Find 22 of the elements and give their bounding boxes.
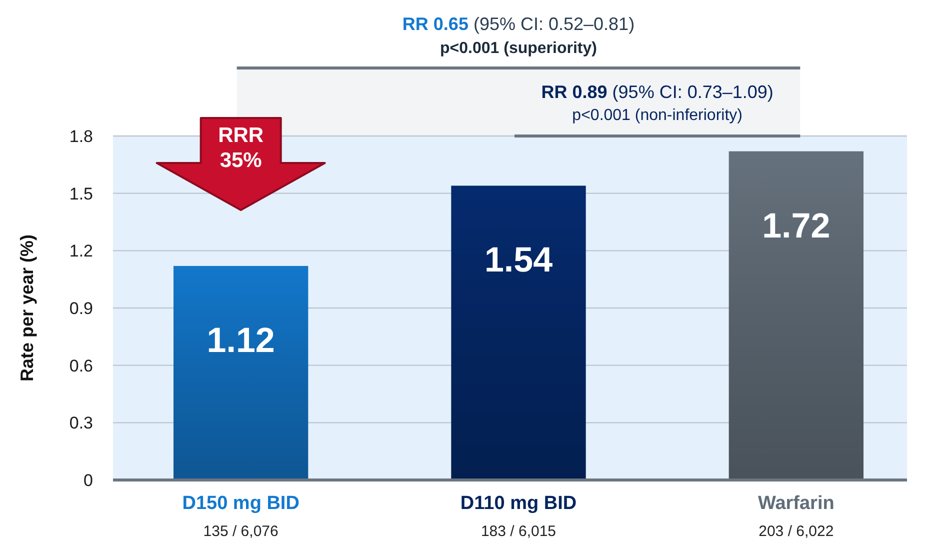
x-tick-label: D150 mg BID 135 / 6,076 [182,493,300,540]
y-tick-label: 0.9 [69,298,93,318]
text: p<0.001 (superiority) [440,40,597,57]
y-tick-label: 0.6 [69,356,93,376]
y-tick-label: 1.5 [69,184,93,204]
y-tick-label: 1.2 [69,242,93,261]
y-tick-label: 0 [84,470,93,490]
x-tick-label: Warfarin 203 / 6,022 [758,493,834,540]
text: RR 0.65 (95% CI: 0.52–0.81) [402,14,635,34]
bar [728,151,864,480]
y-axis-title: Rate per year (%) [17,234,37,382]
y-tick-label: 1.8 [69,126,93,146]
annotation: RRR 35% [218,124,264,172]
y-tick-label: 0.3 [69,414,93,433]
bar [174,266,308,480]
x-tick-label: D110 mg BID 183 / 6,015 [460,493,577,540]
bar [451,186,586,480]
data-label: 1.54 [484,240,554,280]
text: RR 0.89 (95% CI: 0.73–1.09) [541,82,774,102]
text: p<0.001 (non-inferiority) [572,107,742,124]
data-label: 1.12 [206,320,275,360]
data-label: 1.72 [762,206,830,246]
